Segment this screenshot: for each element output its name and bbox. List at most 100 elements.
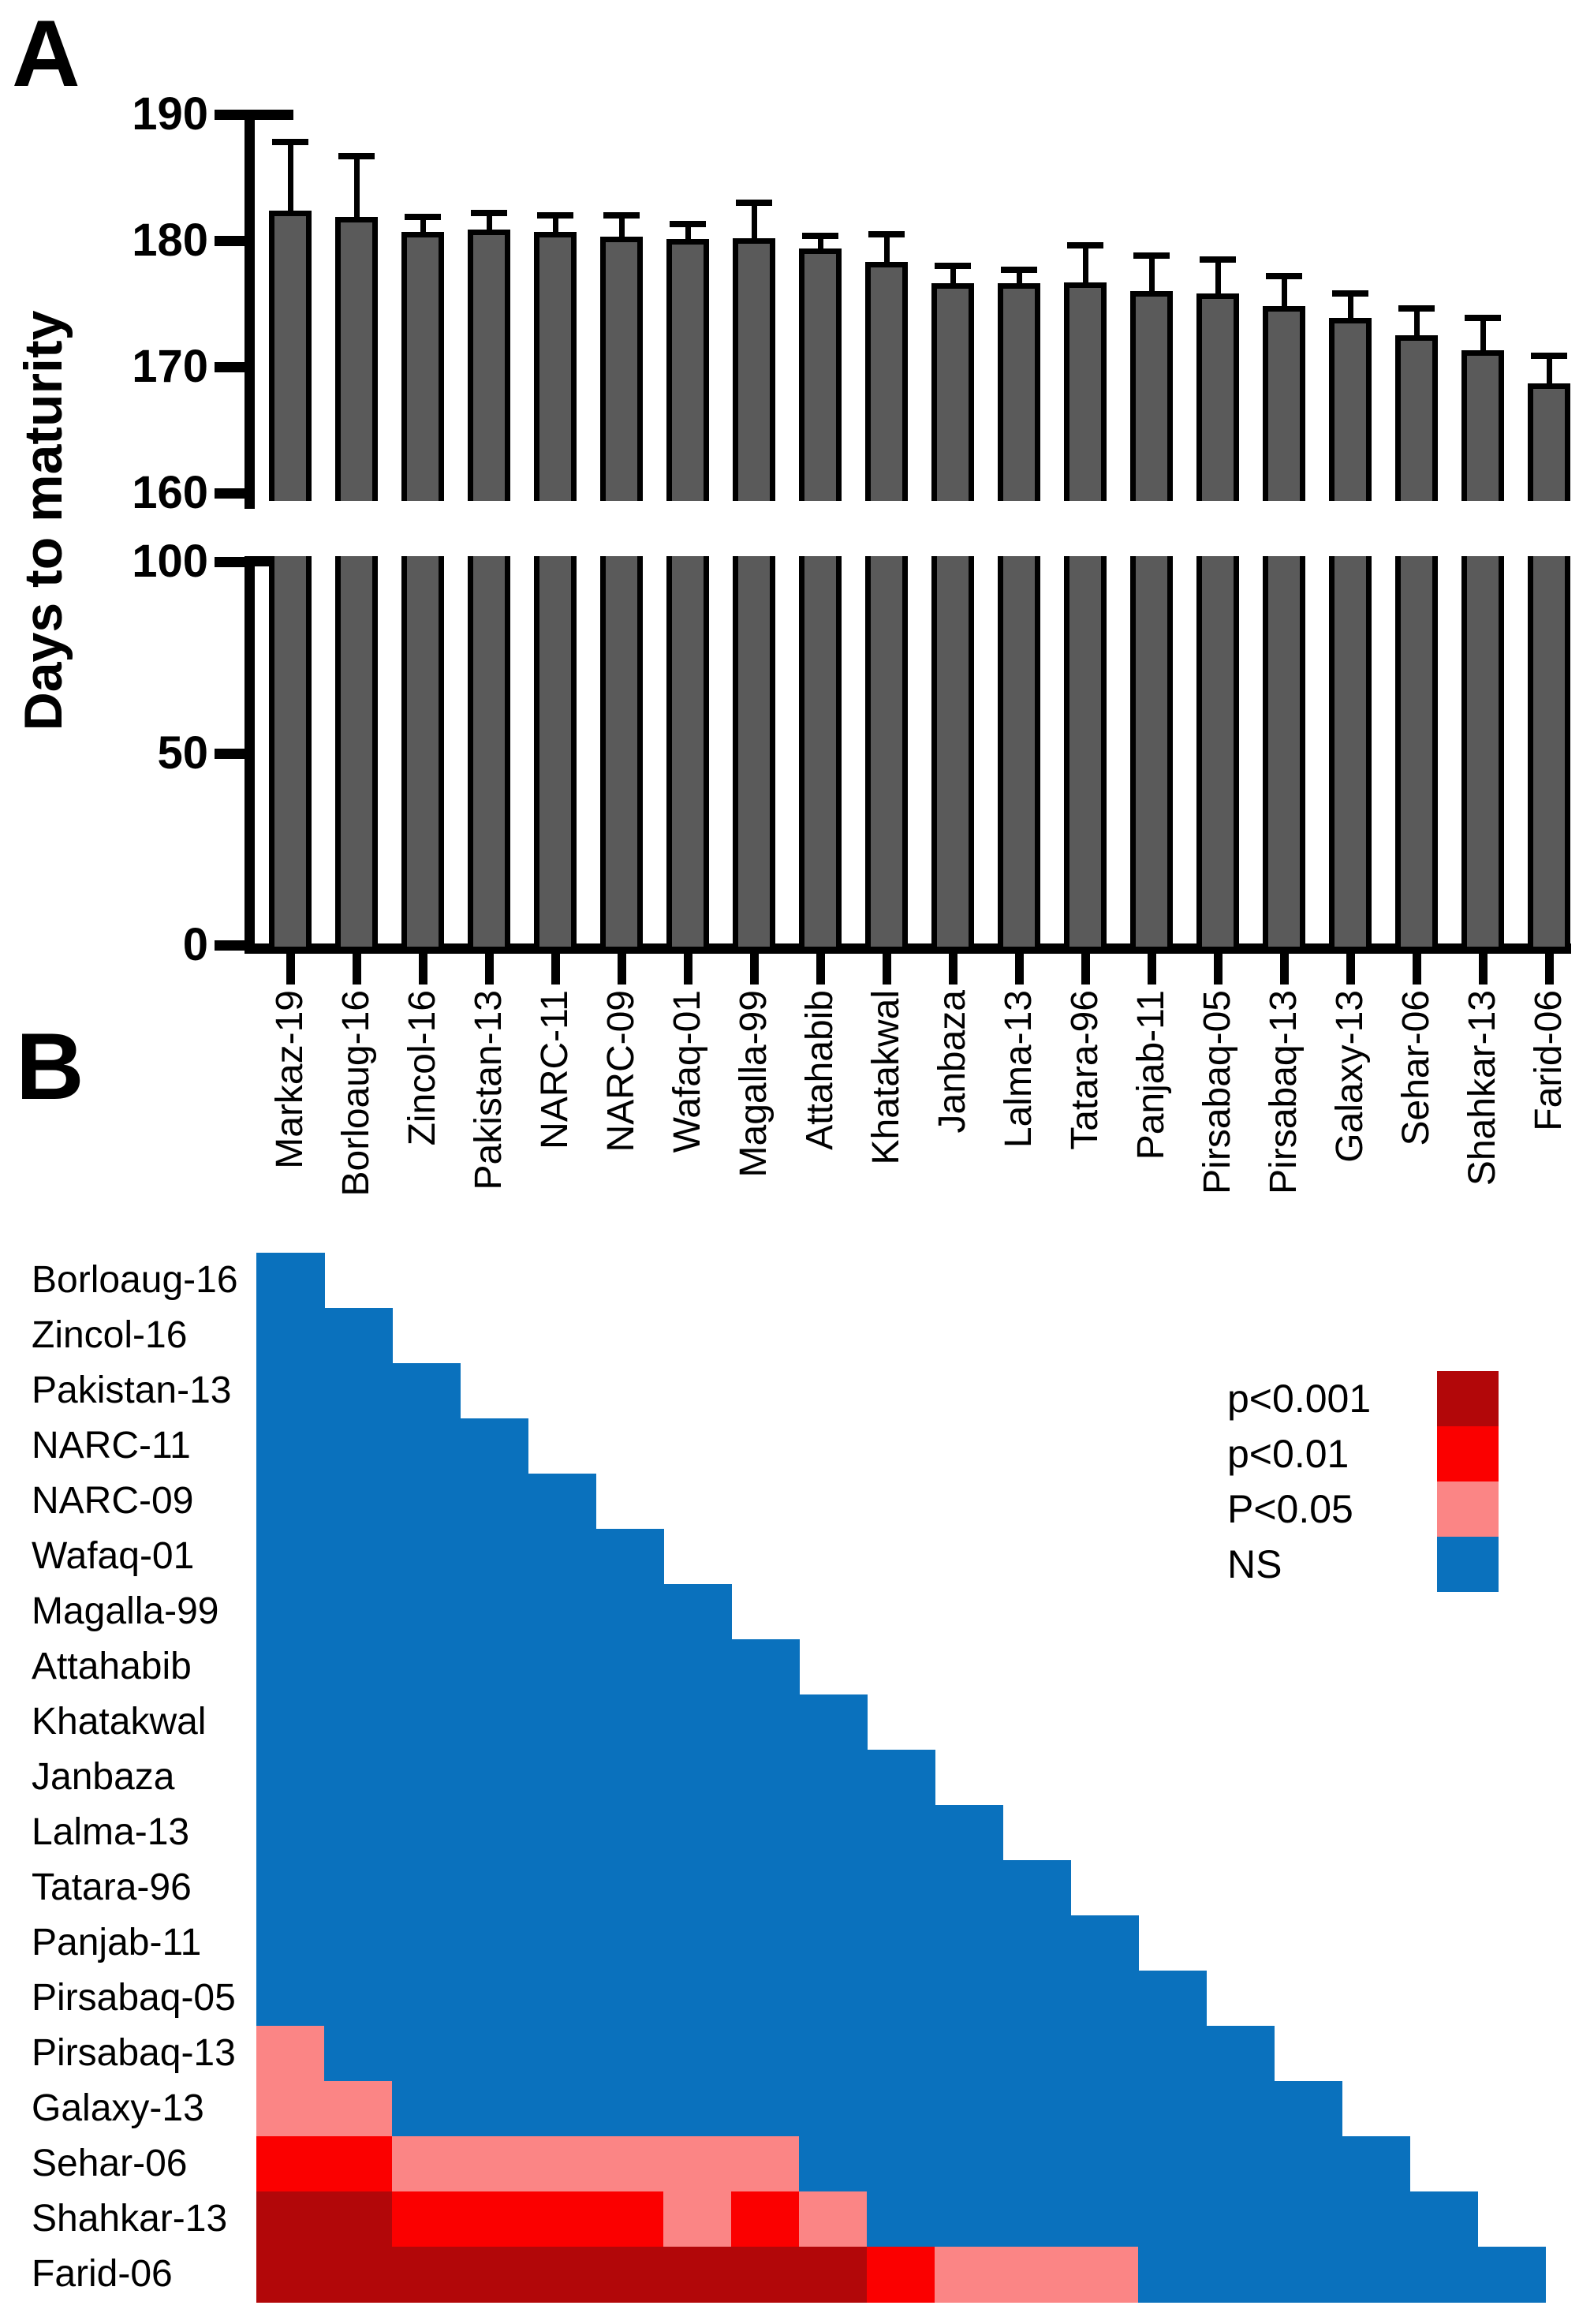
bar-bottom-Magalla-99 [733, 556, 775, 947]
x-category-label-Zincol-16: Zincol-16 [401, 990, 443, 1146]
heatmap-row-label-Pirsabaq-05: Pirsabaq-05 [32, 1977, 236, 2019]
heatmap-cell-Tatara-96-vs-NARC-11 [528, 1860, 596, 1916]
error-bar-cap-Wafaq-01 [670, 221, 706, 227]
y-tick-label-0: 0 [182, 919, 208, 970]
x-category-label-Pakistan-13: Pakistan-13 [468, 990, 510, 1190]
heatmap-cell-Pirsabaq-13-vs-Wafaq-01 [663, 2026, 732, 2082]
bar-bottom-Borloaug-16 [335, 556, 378, 947]
heatmap-cell-Shahkar-13-vs-Pirsabaq-13 [1274, 2191, 1342, 2247]
heatmap-cell-Attahabib-vs-Wafaq-01 [663, 1639, 732, 1695]
x-category-label-Panjab-11: Panjab-11 [1130, 990, 1172, 1160]
heatmap-cell-Panjab-11-vs-NARC-09 [595, 1915, 664, 1971]
heatmap-cell-Shahkar-13-vs-Pirsabaq-05 [1206, 2191, 1275, 2247]
heatmap-cell-Pirsabaq-05-vs-Lalma-13 [1002, 1971, 1071, 2027]
heatmap-cell-Tatara-96-vs-Khatakwal [867, 1860, 935, 1916]
heatmap-cell-Shahkar-13-vs-NARC-09 [595, 2191, 664, 2247]
heatmap-cell-Sehar-06-vs-Tatara-96 [1070, 2136, 1139, 2192]
error-bar-cap-Janbaza [935, 263, 971, 269]
heatmap-cell-Pirsabaq-05-vs-NARC-11 [528, 1971, 596, 2027]
heatmap-cell-Janbaza-vs-Borloaug-16 [324, 1750, 393, 1806]
heatmap-cell-Panjab-11-vs-Tatara-96 [1070, 1915, 1139, 1971]
x-tick-Markaz-19 [286, 948, 295, 985]
heatmap-cell-Attahabib-vs-Magalla-99 [731, 1639, 800, 1695]
heatmap-row-label-Janbaza: Janbaza [32, 1756, 175, 1798]
heatmap-cell-Panjab-11-vs-Janbaza [935, 1915, 1003, 1971]
heatmap-cell-Farid-06-vs-Magalla-99 [731, 2247, 800, 2303]
heatmap-cell-Sehar-06-vs-Attahabib [799, 2136, 868, 2192]
heatmap-cell-Panjab-11-vs-Pakistan-13 [460, 1915, 528, 1971]
heatmap-cell-Wafaq-01-vs-Zincol-16 [392, 1529, 461, 1585]
heatmap-row-label-Farid-06: Farid-06 [32, 2253, 173, 2295]
heatmap-row-label-Wafaq-01: Wafaq-01 [32, 1535, 195, 1577]
heatmap-cell-Farid-06-vs-Pakistan-13 [460, 2247, 528, 2303]
error-bar-stem-NARC-09 [619, 215, 625, 240]
heatmap-cell-NARC-09-vs-Pakistan-13 [460, 1474, 528, 1530]
x-category-label-Tatara-96: Tatara-96 [1064, 990, 1106, 1150]
heatmap-cell-Pirsabaq-13-vs-Khatakwal [867, 2026, 935, 2082]
bar-top-Lalma-13 [998, 283, 1040, 501]
bar-top-Farid-06 [1528, 383, 1570, 501]
heatmap-cell-Galaxy-13-vs-Borloaug-16 [324, 2081, 393, 2137]
heatmap-cell-Shahkar-13-vs-Galaxy-13 [1342, 2191, 1410, 2247]
heatmap-cell-NARC-11-vs-Borloaug-16 [324, 1418, 393, 1474]
heatmap-cell-Pirsabaq-13-vs-Borloaug-16 [324, 2026, 393, 2082]
error-bar-stem-Zincol-16 [420, 217, 426, 235]
x-tick-Pirsabaq-13 [1280, 948, 1289, 985]
heatmap-cell-Pirsabaq-13-vs-Attahabib [799, 2026, 868, 2082]
error-bar-stem-Sehar-06 [1414, 308, 1420, 338]
x-category-label-Sehar-06: Sehar-06 [1395, 990, 1437, 1146]
heatmap-cell-Sehar-06-vs-Janbaza [935, 2136, 1003, 2192]
error-bar-cap-Galaxy-13 [1332, 290, 1368, 297]
error-bar-cap-Markaz-19 [272, 139, 308, 145]
x-category-label-Borloaug-16: Borloaug-16 [335, 990, 377, 1197]
heatmap-cell-Zincol-16-vs-Markaz-19 [256, 1308, 325, 1364]
heatmap-cell-Galaxy-13-vs-Panjab-11 [1138, 2081, 1207, 2137]
heatmap-cell-Pirsabaq-05-vs-Zincol-16 [392, 1971, 461, 2027]
x-category-label-Pirsabaq-13: Pirsabaq-13 [1263, 990, 1305, 1194]
error-bar-stem-Pakistan-13 [487, 213, 492, 233]
x-tick-Pirsabaq-05 [1214, 948, 1223, 985]
x-tick-Khatakwal [883, 948, 891, 985]
heatmap-cell-Tatara-96-vs-Magalla-99 [731, 1860, 800, 1916]
heatmap-cell-Shahkar-13-vs-Sehar-06 [1409, 2191, 1478, 2247]
bar-top-NARC-11 [534, 232, 577, 501]
heatmap-cell-Janbaza-vs-Magalla-99 [731, 1750, 800, 1806]
x-tick-Tatara-96 [1081, 948, 1090, 985]
legend-label-ns: NS [1227, 1542, 1282, 1586]
heatmap-cell-Khatakwal-vs-Markaz-19 [256, 1694, 325, 1750]
legend-label-p05: P<0.05 [1227, 1487, 1353, 1531]
error-bar-stem-Panjab-11 [1149, 256, 1155, 294]
heatmap-cell-Sehar-06-vs-Pakistan-13 [460, 2136, 528, 2192]
x-category-label-Pirsabaq-05: Pirsabaq-05 [1196, 990, 1238, 1194]
error-bar-stem-Tatara-96 [1083, 245, 1088, 285]
heatmap-cell-Khatakwal-vs-NARC-09 [595, 1694, 664, 1750]
heatmap-cell-Lalma-13-vs-NARC-09 [595, 1805, 664, 1861]
heatmap-cell-Khatakwal-vs-Wafaq-01 [663, 1694, 732, 1750]
y-tick-190 [215, 110, 245, 120]
x-tick-NARC-09 [618, 948, 626, 985]
heatmap-cell-Shahkar-13-vs-Tatara-96 [1070, 2191, 1139, 2247]
heatmap-cell-Sehar-06-vs-Galaxy-13 [1342, 2136, 1410, 2192]
heatmap-cell-Farid-06-vs-Markaz-19 [256, 2247, 325, 2303]
error-bar-stem-Farid-06 [1547, 356, 1552, 387]
heatmap-cell-Khatakwal-vs-Pakistan-13 [460, 1694, 528, 1750]
bar-top-Wafaq-01 [666, 239, 709, 501]
heatmap-cell-Pirsabaq-13-vs-Magalla-99 [731, 2026, 800, 2082]
error-bar-cap-Pakistan-13 [471, 210, 507, 216]
x-tick-Lalma-13 [1015, 948, 1024, 985]
legend-label-p001: p<0.001 [1227, 1377, 1372, 1421]
heatmap-cell-Sehar-06-vs-NARC-11 [528, 2136, 596, 2192]
bar-bottom-Attahabib [799, 556, 842, 947]
heatmap-cell-Sehar-06-vs-Borloaug-16 [324, 2136, 393, 2192]
heatmap-cell-Pirsabaq-05-vs-Panjab-11 [1138, 1971, 1207, 2027]
heatmap-cell-Farid-06-vs-Zincol-16 [392, 2247, 461, 2303]
bar-bottom-Zincol-16 [401, 556, 444, 947]
error-bar-stem-Galaxy-13 [1348, 293, 1353, 320]
heatmap-row-label-Tatara-96: Tatara-96 [32, 1866, 192, 1908]
y-tick-100 [215, 557, 245, 567]
heatmap-cell-Sehar-06-vs-Panjab-11 [1138, 2136, 1207, 2192]
x-category-label-NARC-09: NARC-09 [600, 990, 642, 1153]
bar-top-NARC-09 [600, 237, 643, 501]
heatmap-cell-Khatakwal-vs-Magalla-99 [731, 1694, 800, 1750]
heatmap-cell-Lalma-13-vs-Zincol-16 [392, 1805, 461, 1861]
